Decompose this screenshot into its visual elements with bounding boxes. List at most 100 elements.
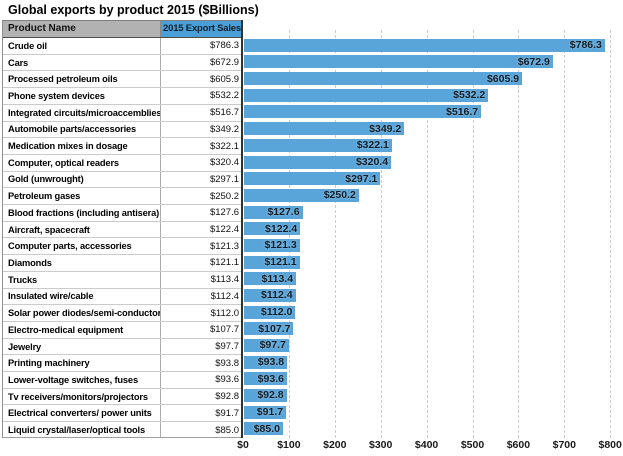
table-body: Crude oil $786.3 Cars $672.9 Processed petro… bbox=[3, 38, 243, 438]
bar-row: $85.0 bbox=[244, 420, 622, 437]
export-value-cell: $250.2 bbox=[209, 190, 239, 202]
x-axis-tick-label: $500 bbox=[460, 439, 485, 451]
bar-row: $121.1 bbox=[244, 254, 622, 271]
bar-value-label: $786.3 bbox=[569, 39, 602, 52]
export-value-cell: $127.6 bbox=[209, 207, 239, 219]
product-name-cell: Processed petroleum oils bbox=[3, 71, 161, 88]
bar-value-label: $320.4 bbox=[355, 156, 389, 168]
bar-row: $112.4 bbox=[244, 287, 622, 304]
export-value-cell: $85.0 bbox=[215, 424, 239, 436]
export-bar: $113.4 bbox=[244, 272, 297, 286]
export-value-cell: $113.4 bbox=[210, 274, 239, 286]
product-name-cell: Electrical converters/ power units bbox=[3, 405, 161, 422]
export-value-cell: $122.4 bbox=[209, 224, 239, 236]
bar-value-label: $97.7 bbox=[259, 339, 286, 352]
product-name-cell: Computer, optical readers bbox=[3, 154, 161, 171]
bar-row: $121.3 bbox=[244, 237, 622, 254]
export-bar: $532.2 bbox=[244, 88, 489, 102]
export-bar: $93.8 bbox=[244, 355, 288, 369]
table-row: Computer parts, accessories $121.3 bbox=[3, 238, 243, 256]
export-value-cell: $93.8 bbox=[215, 357, 239, 369]
bar-chart-plot: $786.3 $672.9 $605.9 $532.2 $516.7 $349.2 $322… bbox=[244, 30, 622, 438]
product-table: Product Name 2015 Export Sales Crude oil… bbox=[2, 20, 243, 438]
product-name-cell: Printing machinery bbox=[3, 355, 161, 372]
table-row: Petroleum gases $250.2 bbox=[3, 188, 243, 206]
bar-row: $786.3 bbox=[244, 37, 622, 54]
bar-value-label: $127.6 bbox=[267, 206, 300, 219]
export-value-cell: $92.8 bbox=[215, 391, 239, 403]
gridline bbox=[564, 30, 566, 438]
bar-value-label: $112.4 bbox=[261, 289, 293, 302]
bar-row: $297.1 bbox=[244, 170, 622, 187]
export-bar: $107.7 bbox=[244, 322, 294, 336]
product-name-cell: Phone system devices bbox=[3, 88, 161, 104]
bar-value-label: $605.9 bbox=[486, 72, 520, 85]
product-name-cell: Liquid crystal/laser/optical tools bbox=[3, 422, 161, 438]
export-bar: $92.8 bbox=[244, 388, 287, 402]
bar-value-label: $349.2 bbox=[369, 122, 402, 135]
x-axis-tick-label: $100 bbox=[277, 439, 301, 451]
table-row: Phone system devices $532.2 bbox=[3, 88, 243, 105]
table-row: Medication mixes in dosage $322.1 bbox=[3, 138, 243, 155]
export-value-cell: $605.9 bbox=[209, 73, 239, 85]
table-row: Electro-medical equipment $107.7 bbox=[3, 321, 243, 339]
column-header-product-name: Product Name bbox=[3, 21, 161, 37]
x-axis-tick-label: $600 bbox=[506, 439, 531, 451]
product-name-cell: Insulated wire/cable bbox=[3, 288, 161, 305]
product-name-cell: Crude oil bbox=[3, 38, 161, 54]
export-value-cell: $320.4 bbox=[209, 157, 239, 169]
bar-value-label: $121.1 bbox=[264, 256, 297, 269]
gridline bbox=[610, 30, 612, 438]
export-value-cell: $121.1 bbox=[209, 257, 239, 269]
export-bar: $672.9 bbox=[244, 55, 553, 69]
product-name-cell: Gold (unwrought) bbox=[3, 171, 161, 188]
bars-container: $786.3 $672.9 $605.9 $532.2 $516.7 $349.2 $322… bbox=[244, 37, 622, 437]
bar-row: $605.9 bbox=[244, 70, 622, 87]
bar-value-label: $92.8 bbox=[257, 389, 284, 402]
bar-row: $349.2 bbox=[244, 120, 622, 137]
x-axis-tick-label: $800 bbox=[598, 439, 622, 451]
product-name-cell: Jewelry bbox=[3, 338, 161, 355]
product-name-cell: Petroleum gases bbox=[3, 188, 161, 205]
product-name-cell: Electro-medical equipment bbox=[3, 321, 161, 338]
export-bar: $320.4 bbox=[244, 155, 392, 169]
table-row: Insulated wire/cable $112.4 bbox=[3, 288, 243, 306]
bar-value-label: $532.2 bbox=[453, 89, 486, 102]
table-row: Electrical converters/ power units $91.7 bbox=[3, 405, 243, 423]
table-row: Cars $672.9 bbox=[3, 54, 243, 72]
export-value-cell: $112.0 bbox=[210, 307, 239, 319]
bar-row: $532.2 bbox=[244, 87, 622, 104]
bar-value-label: $250.2 bbox=[323, 189, 356, 202]
chart-title: Global exports by product 2015 ($Billion… bbox=[8, 3, 259, 17]
product-name-cell: Trucks bbox=[3, 271, 161, 288]
export-bar: $121.1 bbox=[244, 255, 300, 269]
bar-row: $122.4 bbox=[244, 220, 622, 237]
x-axis-tick-label: $700 bbox=[552, 439, 576, 451]
table-row: Liquid crystal/laser/optical tools $85.0 bbox=[3, 422, 243, 438]
product-name-cell: Blood fractions (including antisera) bbox=[3, 205, 161, 221]
table-header-row: Product Name 2015 Export Sales bbox=[3, 21, 243, 38]
bar-row: $250.2 bbox=[244, 187, 622, 204]
table-row: Solar power diodes/semi-conductors $112.0 bbox=[3, 305, 243, 322]
export-bar: $97.7 bbox=[244, 338, 289, 352]
table-row: Jewelry $97.7 bbox=[3, 338, 243, 356]
export-value-cell: $97.7 bbox=[215, 341, 239, 352]
product-name-cell: Computer parts, accessories bbox=[3, 238, 161, 255]
product-name-cell: Cars bbox=[3, 54, 161, 71]
export-bar: $250.2 bbox=[244, 188, 359, 202]
x-axis-tick-label: $0 bbox=[237, 439, 249, 451]
product-name-cell: Integrated circuits/microaccemblies bbox=[3, 104, 161, 121]
bar-row: $107.7 bbox=[244, 320, 622, 337]
bar-value-label: $121.3 bbox=[264, 239, 297, 252]
export-value-cell: $112.4 bbox=[210, 290, 239, 302]
table-row: Trucks $113.4 bbox=[3, 271, 243, 289]
table-row: Blood fractions (including antisera) $127… bbox=[3, 205, 243, 222]
x-axis: $0 $100 $200 $300 $400 $500 $600 $700 $800 bbox=[0, 439, 623, 453]
table-row: Integrated circuits/microaccemblies $516.… bbox=[3, 104, 243, 122]
export-bar: $93.6 bbox=[244, 372, 287, 386]
table-row: Lower-voltage switches, fuses $93.6 bbox=[3, 372, 243, 389]
bar-value-label: $122.4 bbox=[265, 222, 298, 235]
export-value-cell: $786.3 bbox=[209, 40, 239, 52]
table-row: Gold (unwrought) $297.1 bbox=[3, 171, 243, 189]
